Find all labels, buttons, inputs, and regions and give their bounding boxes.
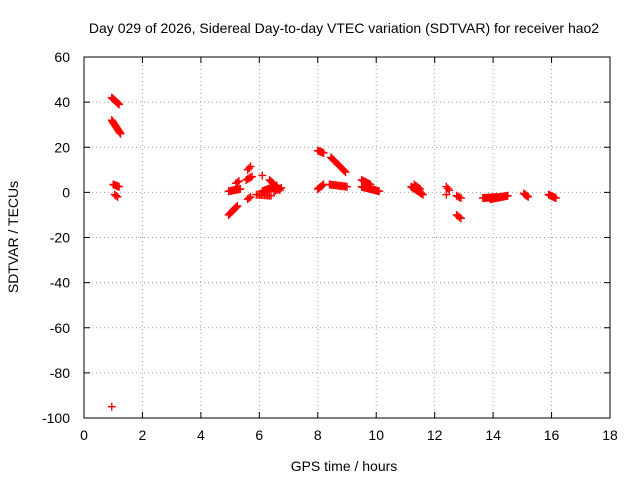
data-points (107, 93, 560, 411)
data-point (113, 98, 122, 107)
y-tick-label: -60 (50, 320, 70, 336)
data-point (236, 184, 245, 193)
plot-frame (83, 56, 611, 419)
data-point (116, 129, 125, 138)
data-point (455, 213, 464, 222)
data-point (107, 402, 116, 411)
data-point (416, 184, 425, 193)
y-tick-label: 20 (54, 139, 70, 155)
data-point (246, 162, 255, 171)
x-tick-label: 18 (602, 427, 618, 443)
y-tick-label: -20 (50, 230, 70, 246)
data-point (503, 191, 512, 200)
data-point (443, 184, 452, 193)
data-point (456, 194, 465, 203)
data-point (277, 183, 286, 192)
chart-title: Day 029 of 2026, Sidereal Day-to-day VTE… (89, 20, 599, 36)
data-point (112, 191, 121, 200)
data-point (232, 202, 241, 211)
x-tick-label: 4 (197, 427, 205, 443)
data-point (245, 164, 254, 173)
data-point (233, 201, 242, 210)
data-point (267, 191, 276, 200)
x-tick-label: 8 (314, 427, 322, 443)
y-tick-label: 40 (54, 94, 70, 110)
grid-lines (84, 57, 610, 418)
data-point (375, 187, 384, 196)
data-point (319, 148, 328, 157)
x-tick-label: 16 (544, 427, 560, 443)
axis-ticks: 0 2 4 6 8 10 12 14 16 18 -100 -80 -60 -40 -20 0 20 40 60 (42, 49, 618, 443)
data-point (456, 214, 465, 223)
data-point (114, 99, 123, 108)
data-point (318, 181, 327, 190)
data-point (341, 168, 350, 177)
data-point (234, 177, 243, 186)
x-tick-label: 6 (255, 427, 263, 443)
data-point (340, 166, 349, 175)
x-axis-label: GPS time / hours (291, 458, 398, 474)
y-tick-label: 0 (62, 184, 70, 200)
data-point (246, 173, 255, 182)
y-axis-label: SDTVAR / TECUs (5, 181, 21, 293)
x-tick-label: 0 (80, 427, 88, 443)
y-tick-label: -80 (50, 365, 70, 381)
y-tick-label: -40 (50, 275, 70, 291)
x-tick-label: 12 (427, 427, 443, 443)
x-tick-label: 2 (139, 427, 147, 443)
data-point (524, 192, 533, 201)
data-point (414, 183, 423, 192)
data-point (245, 194, 254, 203)
data-point (115, 100, 124, 109)
data-point (115, 182, 124, 191)
data-point (455, 193, 464, 202)
data-point (258, 171, 267, 180)
y-tick-label: -100 (42, 410, 70, 426)
data-point (418, 190, 427, 199)
y-tick-label: 60 (54, 49, 70, 65)
data-point (445, 186, 454, 195)
data-point (343, 182, 351, 191)
data-point (523, 192, 532, 201)
x-tick-label: 14 (485, 427, 501, 443)
data-point (233, 178, 242, 187)
data-point (442, 190, 451, 199)
data-point (551, 194, 560, 203)
data-point (246, 192, 255, 201)
data-point (113, 192, 122, 201)
data-point (248, 172, 257, 181)
data-point (417, 189, 426, 198)
x-tick-label: 10 (368, 427, 384, 443)
